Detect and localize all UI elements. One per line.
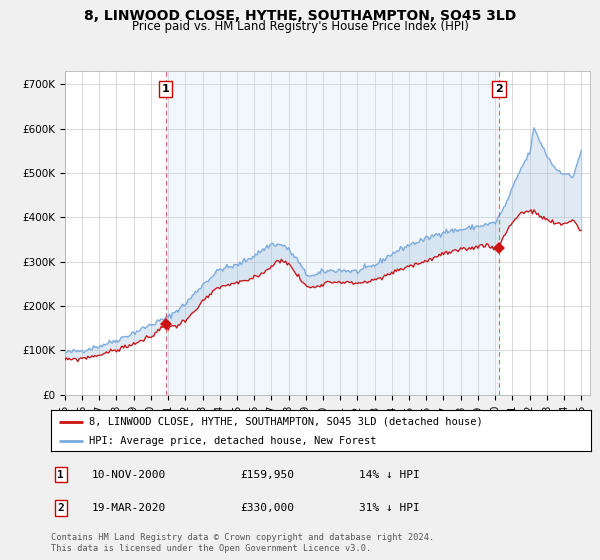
Text: Contains HM Land Registry data © Crown copyright and database right 2024.
This d: Contains HM Land Registry data © Crown c… [51, 533, 434, 553]
Text: £330,000: £330,000 [240, 503, 294, 513]
Text: 14% ↓ HPI: 14% ↓ HPI [359, 470, 419, 479]
Text: 19-MAR-2020: 19-MAR-2020 [91, 503, 166, 513]
Text: 1: 1 [162, 84, 170, 94]
Text: 10-NOV-2000: 10-NOV-2000 [91, 470, 166, 479]
Text: 1: 1 [58, 470, 64, 479]
Bar [166, 71, 499, 395]
Text: HPI: Average price, detached house, New Forest: HPI: Average price, detached house, New … [89, 436, 376, 446]
Text: 2: 2 [495, 84, 503, 94]
Text: 8, LINWOOD CLOSE, HYTHE, SOUTHAMPTON, SO45 3LD (detached house): 8, LINWOOD CLOSE, HYTHE, SOUTHAMPTON, SO… [89, 417, 482, 427]
Text: 2: 2 [58, 503, 64, 513]
Text: 31% ↓ HPI: 31% ↓ HPI [359, 503, 419, 513]
Text: Price paid vs. HM Land Registry's House Price Index (HPI): Price paid vs. HM Land Registry's House … [131, 20, 469, 32]
Text: 8, LINWOOD CLOSE, HYTHE, SOUTHAMPTON, SO45 3LD: 8, LINWOOD CLOSE, HYTHE, SOUTHAMPTON, SO… [84, 9, 516, 23]
Text: £159,950: £159,950 [240, 470, 294, 479]
